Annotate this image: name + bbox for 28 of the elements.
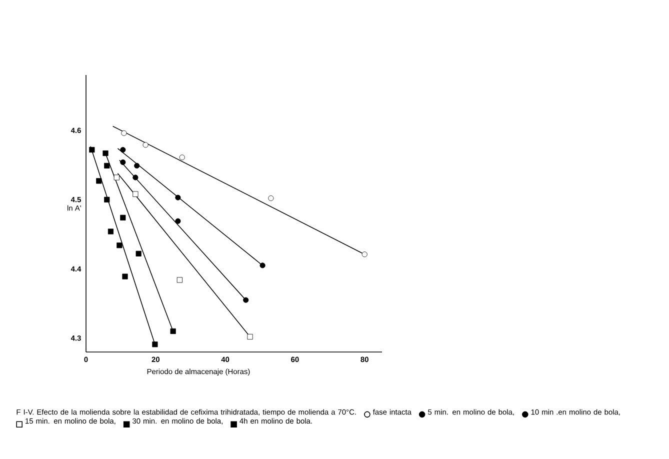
point xyxy=(132,174,138,180)
point xyxy=(170,328,176,334)
point xyxy=(247,334,253,340)
point xyxy=(243,297,249,303)
point xyxy=(136,250,142,256)
point xyxy=(120,146,126,153)
point xyxy=(260,262,266,268)
point xyxy=(362,252,368,258)
point xyxy=(175,194,181,200)
point xyxy=(108,228,114,234)
point xyxy=(116,242,122,248)
point xyxy=(121,130,127,136)
point xyxy=(132,191,138,197)
point xyxy=(179,154,185,160)
point xyxy=(120,214,126,220)
point xyxy=(152,342,158,348)
point xyxy=(102,150,108,156)
point xyxy=(89,146,95,153)
point xyxy=(122,274,128,280)
point xyxy=(134,162,140,168)
point xyxy=(104,196,110,202)
point xyxy=(114,174,120,180)
point xyxy=(104,162,110,168)
point xyxy=(176,277,182,283)
point xyxy=(175,218,181,224)
point xyxy=(120,159,126,166)
point xyxy=(142,142,148,148)
point xyxy=(96,178,102,184)
